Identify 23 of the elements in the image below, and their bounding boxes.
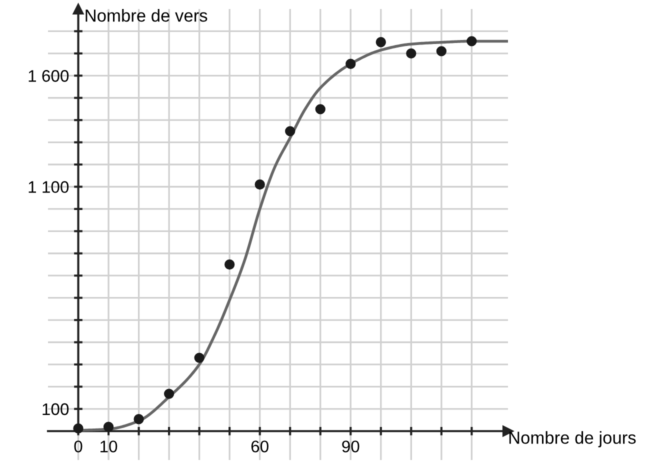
point	[164, 388, 174, 399]
y-tick-label: 100	[42, 403, 69, 416]
y-tick-label: 1 100	[28, 181, 69, 193]
x-tick-label: 90	[342, 440, 360, 452]
point	[285, 126, 296, 136]
y-axis-title: Nombre de vers	[86, 9, 208, 22]
point	[254, 179, 265, 190]
point	[376, 37, 386, 48]
point	[224, 259, 235, 270]
x-tick-label: 0	[74, 440, 82, 452]
x-axis-title: Nombre de jours	[509, 431, 636, 448]
point	[315, 104, 326, 114]
point	[466, 36, 477, 46]
point	[436, 46, 447, 56]
x-tick-label: 10	[100, 440, 118, 452]
x-tick-label: 60	[251, 440, 268, 452]
point	[406, 48, 416, 59]
point	[346, 58, 356, 69]
point	[103, 422, 114, 432]
point	[73, 423, 84, 434]
y-tick-label: 1 600	[28, 70, 69, 82]
point	[194, 352, 204, 363]
point	[134, 414, 144, 424]
